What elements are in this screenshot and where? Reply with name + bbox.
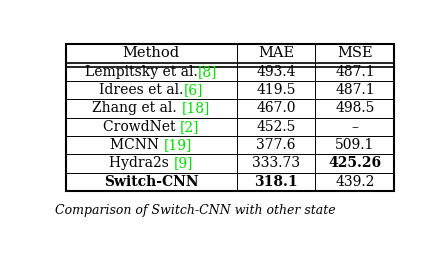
Text: Zhang et al.: Zhang et al.: [92, 101, 181, 115]
Text: [19]: [19]: [164, 138, 192, 152]
Text: MAE: MAE: [258, 46, 294, 60]
Text: 509.1: 509.1: [335, 138, 375, 152]
Text: MSE: MSE: [337, 46, 373, 60]
Text: [8]: [8]: [198, 65, 217, 79]
Text: 493.4: 493.4: [256, 65, 296, 79]
Text: 419.5: 419.5: [256, 83, 296, 97]
Text: Method: Method: [122, 46, 179, 60]
Text: 452.5: 452.5: [256, 120, 296, 134]
Text: Hydra2s: Hydra2s: [109, 156, 173, 170]
Text: [18]: [18]: [181, 101, 210, 115]
Text: Switch-CNN: Switch-CNN: [104, 175, 198, 189]
Text: 467.0: 467.0: [256, 101, 296, 115]
Text: Comparison of Switch-CNN with other state: Comparison of Switch-CNN with other stat…: [55, 204, 336, 217]
Text: 318.1: 318.1: [254, 175, 298, 189]
Text: 439.2: 439.2: [335, 175, 375, 189]
Text: Idrees et al.: Idrees et al.: [99, 83, 183, 97]
Text: 425.26: 425.26: [328, 156, 381, 170]
Text: [6]: [6]: [183, 83, 203, 97]
Text: [9]: [9]: [173, 156, 193, 170]
Text: MCNN: MCNN: [110, 138, 164, 152]
Text: 487.1: 487.1: [335, 83, 375, 97]
Text: Lempitsky et al.: Lempitsky et al.: [85, 65, 198, 79]
Text: 333.73: 333.73: [252, 156, 300, 170]
Text: 498.5: 498.5: [335, 101, 375, 115]
Text: [2]: [2]: [180, 120, 199, 134]
Text: CrowdNet: CrowdNet: [103, 120, 180, 134]
Text: 377.6: 377.6: [256, 138, 296, 152]
Text: 487.1: 487.1: [335, 65, 375, 79]
Text: –: –: [351, 120, 358, 134]
